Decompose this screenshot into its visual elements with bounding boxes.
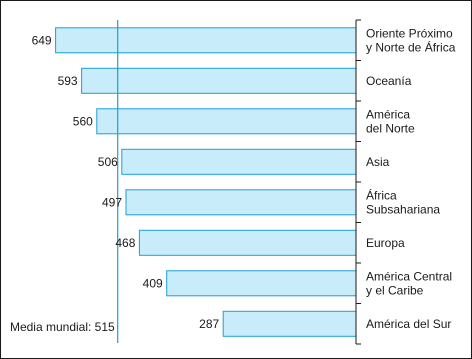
bar — [81, 67, 357, 94]
bar — [222, 310, 357, 337]
value-label: 409 — [143, 276, 163, 290]
category-label: América del Norte — [366, 107, 415, 135]
category-label: Asia — [366, 155, 390, 169]
category-label: Oceanía — [366, 74, 412, 88]
bar — [125, 189, 357, 216]
value-label: 287 — [199, 317, 219, 331]
value-label: 593 — [58, 74, 78, 88]
value-label: 506 — [98, 155, 118, 169]
bar — [96, 108, 357, 135]
category-label: América Central y el Caribe — [366, 269, 452, 297]
labels-layer: 649 Oriente Próximo y Norte de África 593 Oc… — [32, 26, 456, 331]
value-label: 497 — [102, 195, 122, 209]
category-label: América del Sur — [366, 317, 451, 331]
value-label: 649 — [32, 33, 52, 47]
value-label: 468 — [115, 236, 135, 250]
bar — [138, 229, 357, 256]
bar — [55, 27, 357, 54]
category-label: África Subsahariana — [366, 187, 440, 216]
bar — [166, 270, 357, 297]
category-label: Europa — [366, 236, 405, 250]
category-axis — [355, 19, 361, 345]
bars-layer — [55, 27, 357, 337]
reference-line-label: Media mundial: 515 — [10, 320, 115, 334]
category-label: Oriente Próximo y Norte de África — [366, 26, 456, 54]
bar — [121, 148, 357, 175]
value-label: 560 — [73, 114, 93, 128]
